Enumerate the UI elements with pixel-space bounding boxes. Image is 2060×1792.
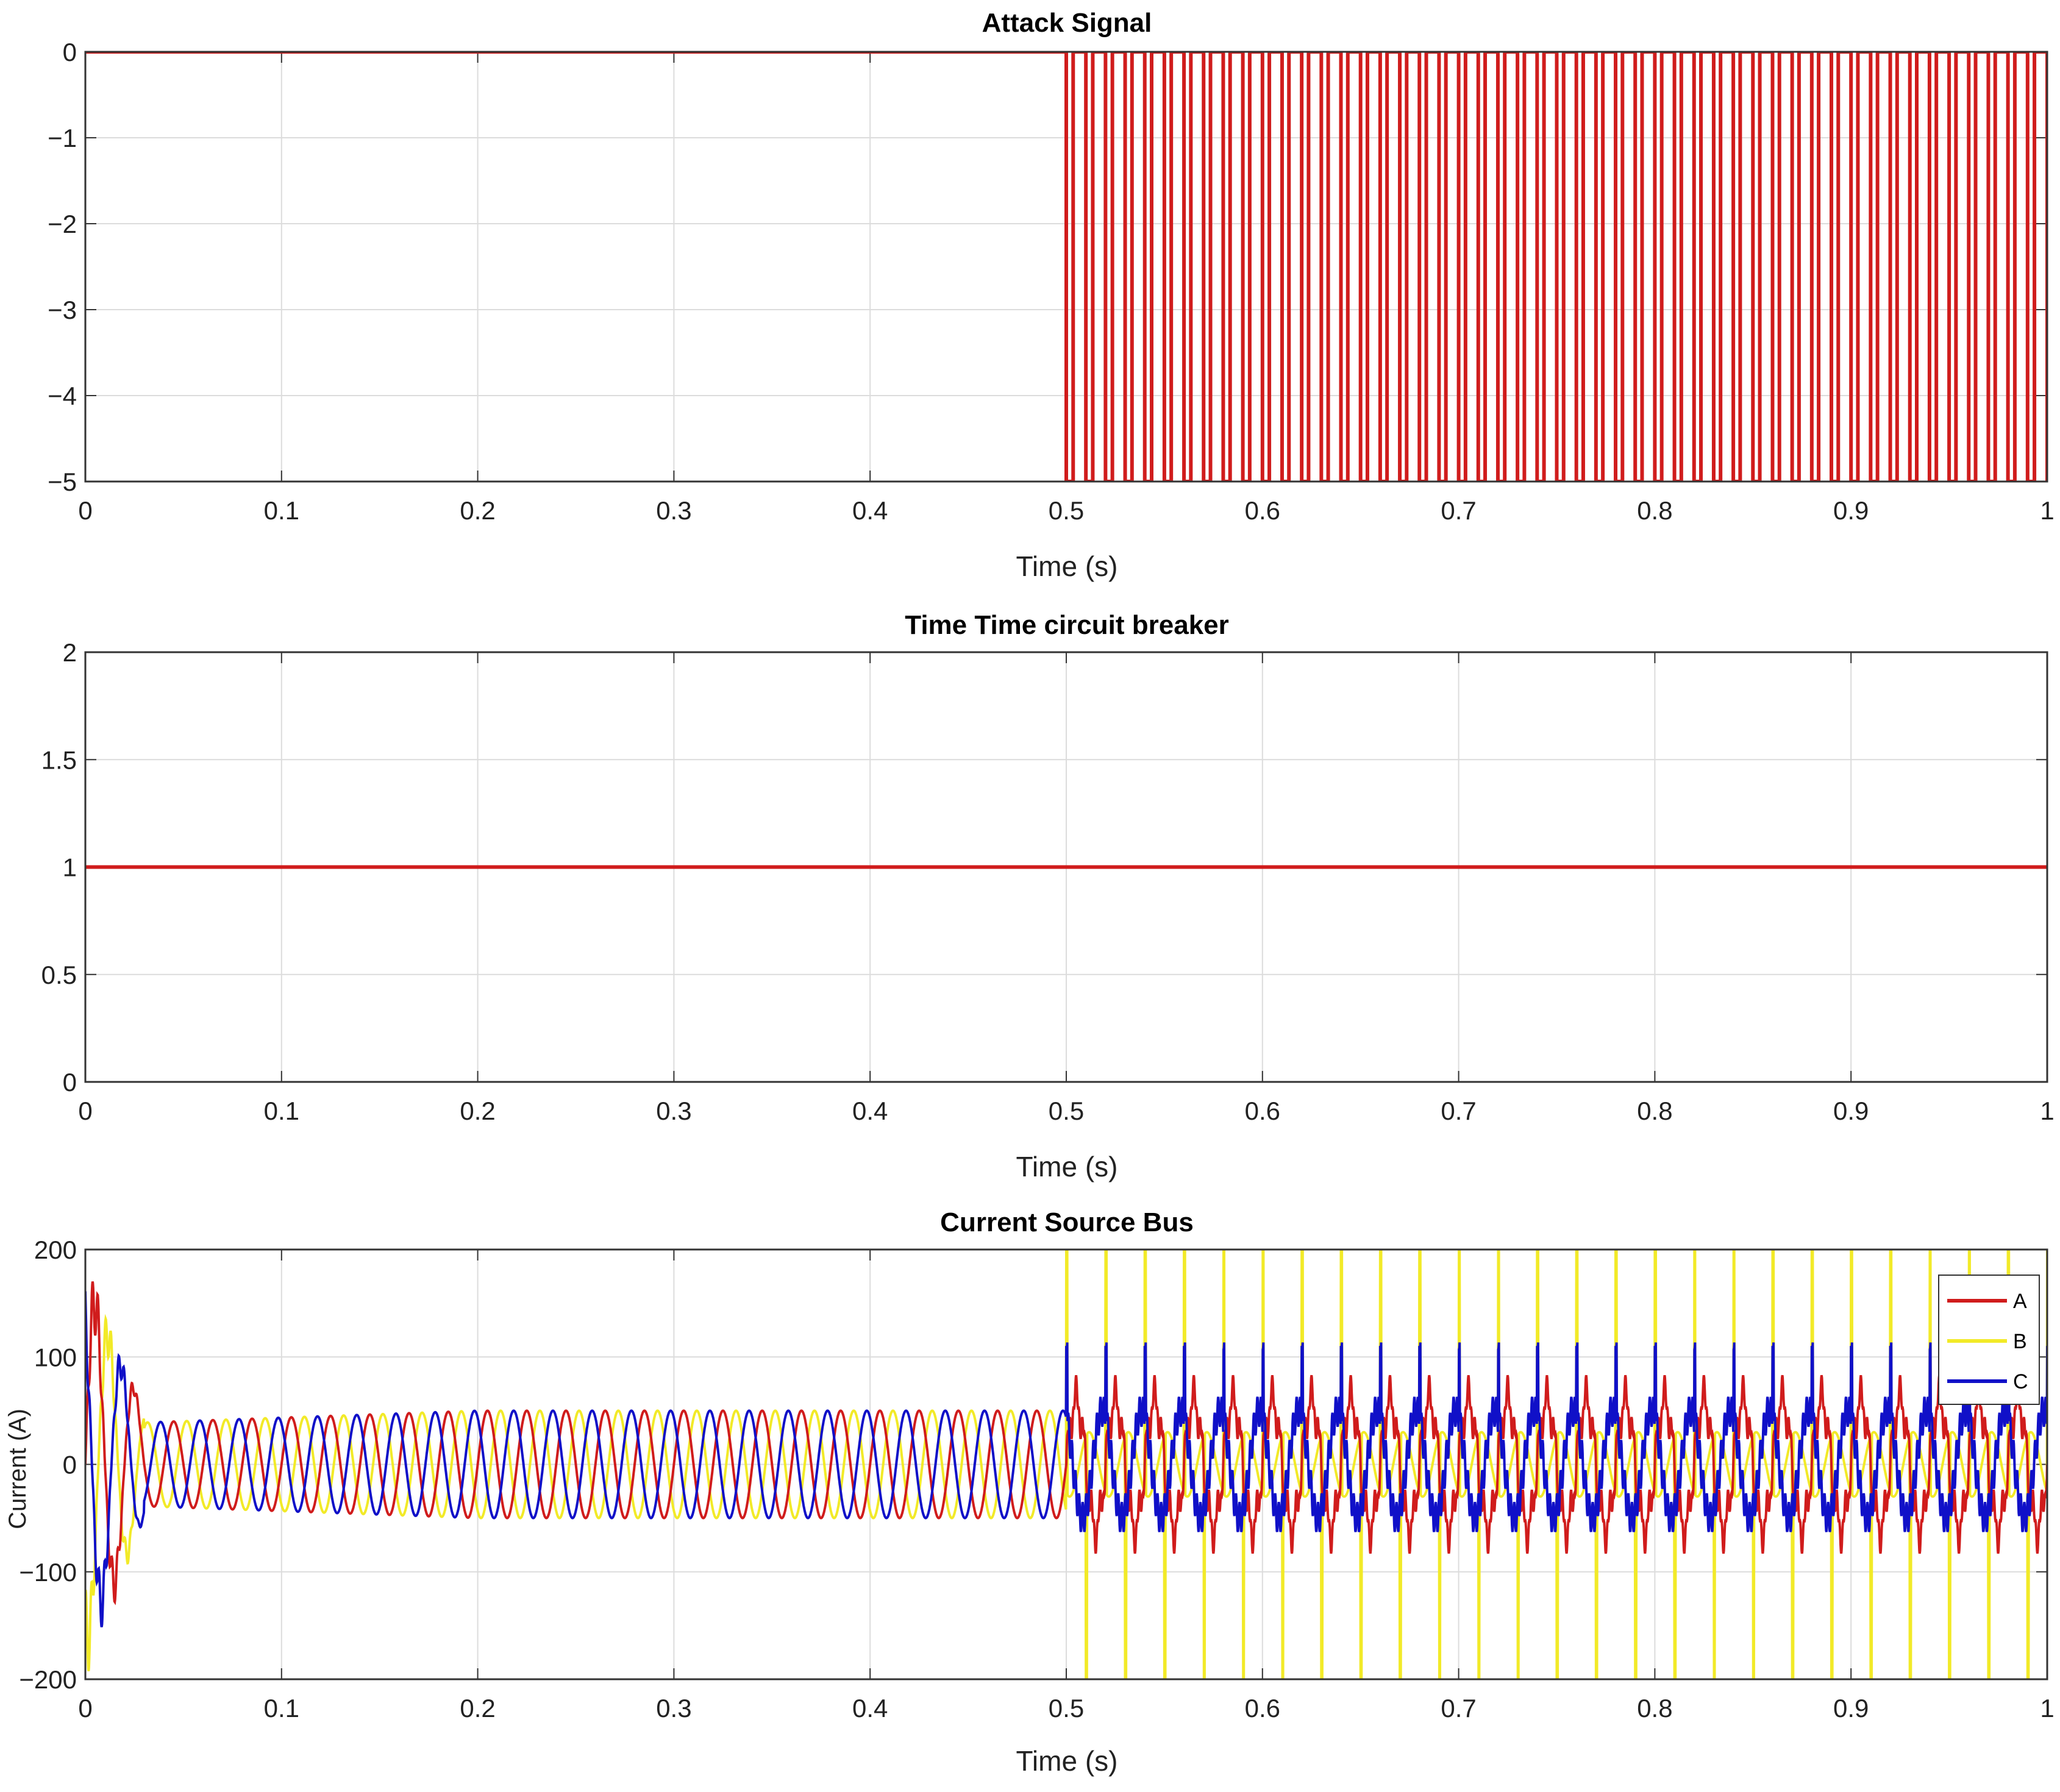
attack-signal-plot: Attack Signal Time (s) 0 0.1 0.2 0.3 0.4 0.5 0… bbox=[48, 8, 2055, 582]
current-series-a bbox=[85, 1281, 2047, 1605]
y-tick-label: 0.5 bbox=[41, 961, 77, 989]
y-tick-label: −200 bbox=[19, 1665, 77, 1694]
x-tick-label: 0.5 bbox=[1049, 496, 1084, 525]
y-tick-label: −1 bbox=[48, 124, 77, 152]
y-tick-label: 1 bbox=[63, 853, 77, 882]
y-tick-label: 200 bbox=[34, 1236, 77, 1264]
x-tick-label: 0.8 bbox=[1637, 1097, 1672, 1125]
x-tick-label: 0.4 bbox=[852, 1694, 888, 1723]
y-tick-label: −4 bbox=[48, 382, 77, 410]
x-tick-label: 0.1 bbox=[264, 1694, 299, 1723]
x-tick-label: 1 bbox=[2040, 496, 2054, 525]
y-tick-label: 0 bbox=[63, 1451, 77, 1479]
x-tick-label: 0.7 bbox=[1441, 1694, 1476, 1723]
series-layer bbox=[85, 52, 2047, 482]
x-tick-label: 0.6 bbox=[1245, 496, 1280, 525]
x-tick-label: 0.1 bbox=[264, 496, 299, 525]
x-tick-label: 0.9 bbox=[1833, 496, 1869, 525]
circuit-breaker-plot: Time Time circuit breaker Time (s) 0 0.1 0… bbox=[41, 610, 2055, 1182]
axes-frame bbox=[84, 1248, 2048, 1680]
legend-label-c: C bbox=[2013, 1370, 2028, 1393]
y-tick-label: −5 bbox=[48, 468, 77, 496]
x-tick-label: 0 bbox=[78, 1694, 92, 1723]
attack-signal-line bbox=[85, 52, 2047, 482]
x-tick-label: 0.6 bbox=[1245, 1097, 1280, 1125]
x-tick-label: 0.7 bbox=[1441, 1097, 1476, 1125]
axes-frame bbox=[84, 651, 2048, 1083]
x-tick-label: 0.3 bbox=[656, 1097, 691, 1125]
x-tick-label: 0.3 bbox=[656, 496, 691, 525]
x-tick-label: 0.5 bbox=[1049, 1694, 1084, 1723]
legend-label-b: B bbox=[2013, 1330, 2027, 1353]
current-source-bus-plot: Current Source Bus Time (s) Current (A) … bbox=[4, 1207, 2055, 1777]
y-tick-label: 100 bbox=[34, 1343, 77, 1371]
x-tick-label: 0.2 bbox=[460, 1694, 495, 1723]
legend: ABC bbox=[1938, 1275, 2040, 1405]
x-tick-label: 1 bbox=[2040, 1097, 2054, 1125]
x-tick-label: 0.6 bbox=[1245, 1694, 1280, 1723]
legend-label-a: A bbox=[2013, 1290, 2027, 1313]
attack-signal-title: Attack Signal bbox=[982, 8, 1152, 38]
x-tick-label: 0.1 bbox=[264, 1097, 299, 1125]
x-tick-label: 0.8 bbox=[1637, 1694, 1672, 1723]
y-tick-label: 0 bbox=[63, 38, 77, 66]
circuit-breaker-title: Time Time circuit breaker bbox=[905, 610, 1229, 640]
attack-signal-xlabel: Time (s) bbox=[1016, 550, 1118, 582]
x-tick-label: 0 bbox=[78, 1097, 92, 1125]
axes-frame bbox=[84, 51, 2048, 483]
circuit-breaker-xlabel: Time (s) bbox=[1016, 1151, 1118, 1182]
series-layer bbox=[85, 1250, 2047, 1679]
x-tick-label: 0.5 bbox=[1049, 1097, 1084, 1125]
y-tick-label: −2 bbox=[48, 210, 77, 238]
y-tick-label: 2 bbox=[63, 638, 77, 667]
x-tick-label: 0.9 bbox=[1833, 1694, 1869, 1723]
x-tick-label: 0.9 bbox=[1833, 1097, 1869, 1125]
y-tick-label: −100 bbox=[19, 1558, 77, 1587]
y-tick-label: −3 bbox=[48, 296, 77, 324]
current-source-bus-ylabel: Current (A) bbox=[4, 1409, 31, 1529]
current-source-bus-title: Current Source Bus bbox=[940, 1207, 1194, 1237]
x-tick-label: 0.8 bbox=[1637, 496, 1672, 525]
current-series-c bbox=[85, 1291, 2047, 1627]
x-tick-label: 0.4 bbox=[852, 496, 888, 525]
x-tick-label: 0.2 bbox=[460, 1097, 495, 1125]
current-source-bus-xlabel: Time (s) bbox=[1016, 1745, 1118, 1777]
x-tick-label: 0.7 bbox=[1441, 496, 1476, 525]
y-tick-label: 0 bbox=[63, 1068, 77, 1097]
x-tick-label: 0.4 bbox=[852, 1097, 888, 1125]
x-tick-label: 1 bbox=[2040, 1694, 2054, 1723]
x-tick-label: 0.3 bbox=[656, 1694, 691, 1723]
x-tick-label: 0 bbox=[78, 496, 92, 525]
y-tick-label: 1.5 bbox=[41, 745, 77, 774]
current-series-b bbox=[85, 1250, 2047, 1679]
x-tick-label: 0.2 bbox=[460, 496, 495, 525]
